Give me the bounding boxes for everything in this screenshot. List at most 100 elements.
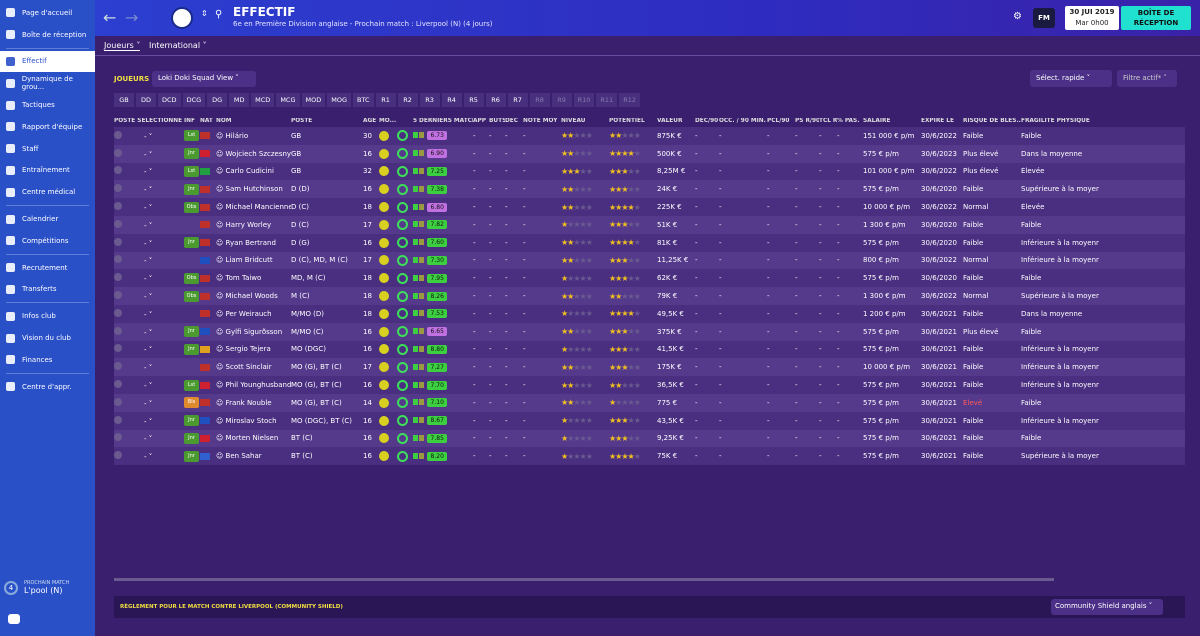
selected-position[interactable]: - xyxy=(144,310,147,319)
position-filter-button[interactable]: R2 xyxy=(397,93,418,107)
table-row[interactable]: - ˅ Jnr ☺ Morten Nielsen BT (C) 16 7.85- - - - ★… xyxy=(114,429,1185,448)
table-row[interactable]: - ˅ Jnr ☺ Sam Hutchinson D (D) 16 7.38- - - - ★★… xyxy=(114,180,1185,199)
column-header[interactable]: POTENTIEL xyxy=(609,118,645,124)
table-row[interactable]: - ˅ ☺ Per Weirauch M/MO (D) 18 7.53- - - - ★★★★… xyxy=(114,304,1185,323)
position-filter-button[interactable]: R7 xyxy=(507,93,528,107)
player-name[interactable]: Sam Hutchinson xyxy=(225,185,283,194)
position-filter-button[interactable]: R11 xyxy=(596,93,618,107)
selected-position[interactable]: - xyxy=(144,204,147,213)
select-radio[interactable] xyxy=(114,273,122,282)
tab-international[interactable]: International ˅ xyxy=(149,41,207,50)
date-box[interactable]: 30 JUI 2019 Mar 0h00 xyxy=(1065,6,1119,30)
table-row[interactable]: - ˅ Bls ☺ Frank Nouble MO (G), BT (C) 14 7.1… xyxy=(114,393,1185,412)
selected-position[interactable]: - xyxy=(144,221,147,230)
horizontal-scrollbar[interactable] xyxy=(114,578,1054,581)
table-row[interactable]: - ˅ ☺ Liam Bridcutt D (C), MD, M (C) 17 7.3… xyxy=(114,251,1185,270)
quick-select-dropdown[interactable]: Sélect. rapide ˅ xyxy=(1030,70,1112,87)
select-radio[interactable] xyxy=(114,166,122,175)
sidebar-item[interactable]: Transferts xyxy=(0,279,95,301)
table-row[interactable]: - ˅ Obs ☺ Michael Woods M (C) 18 8.26- - - - ★★★… xyxy=(114,287,1185,305)
table-row[interactable]: - ˅ Obs ☺ Tom Taiwo MD, M (C) 18 7.95- - - - ★★★… xyxy=(114,269,1185,288)
position-filter-button[interactable]: DCD xyxy=(158,93,181,107)
selected-position[interactable]: - xyxy=(144,328,147,337)
sidebar-item[interactable]: Infos club xyxy=(0,305,95,327)
column-header[interactable]: MO... xyxy=(379,118,397,124)
table-row[interactable]: - ˅ ☺ Harry Worley D (C) 17 7.82- - - - ★★★★★ ★★… xyxy=(114,215,1185,234)
club-badge-icon[interactable] xyxy=(171,7,193,29)
position-filter-button[interactable]: GB xyxy=(114,93,134,107)
position-filter-button[interactable]: R12 xyxy=(619,93,640,107)
select-radio[interactable] xyxy=(114,433,122,442)
select-radio[interactable] xyxy=(114,255,122,264)
sidebar-item[interactable]: Rapport d'équipe xyxy=(0,116,95,138)
active-filter-dropdown[interactable]: Filtre actif* ˅ xyxy=(1117,70,1177,87)
selected-position[interactable]: - xyxy=(144,239,147,248)
player-name[interactable]: Michael Woods xyxy=(225,292,278,301)
selected-position[interactable]: - xyxy=(144,346,147,355)
table-row[interactable]: - ˅ Lst ☺ Phil Younghusband MO (G), BT (C) 1… xyxy=(114,376,1185,394)
sidebar-item[interactable]: Entraînement xyxy=(0,160,95,182)
inbox-button[interactable]: BOÎTE DE RÉCEPTION xyxy=(1121,6,1191,30)
select-radio[interactable] xyxy=(114,219,122,228)
selected-position[interactable]: - xyxy=(144,150,147,159)
match-rules-message[interactable]: RÈGLEMENT POUR LE MATCH CONTRE LIVERPOOL… xyxy=(120,604,343,610)
selected-position[interactable]: - xyxy=(144,132,147,141)
sidebar-item[interactable]: Dynamique de grou... xyxy=(0,72,95,94)
column-header[interactable]: BUTS xyxy=(489,118,505,124)
select-radio[interactable] xyxy=(114,397,122,406)
selected-position[interactable]: - xyxy=(144,293,147,302)
column-header[interactable]: NOM xyxy=(216,118,232,124)
sidebar-item[interactable]: Boîte de réception xyxy=(0,24,95,46)
sidebar-item[interactable]: Staff xyxy=(0,138,95,160)
column-header[interactable]: NOTE MOY xyxy=(523,118,558,124)
select-radio[interactable] xyxy=(114,415,122,424)
player-name[interactable]: Harry Worley xyxy=(225,220,272,229)
position-filter-button[interactable]: R5 xyxy=(463,93,484,107)
select-radio[interactable] xyxy=(114,344,122,353)
position-filter-button[interactable]: R3 xyxy=(419,93,440,107)
select-radio[interactable] xyxy=(114,451,122,460)
column-header[interactable]: DÉC/90 xyxy=(695,118,719,124)
column-header[interactable]: TCL R xyxy=(819,118,837,124)
table-row[interactable]: - ˅ Lst ☺ Carlo Cudicini GB 32 7.25- - - - ★★★★★… xyxy=(114,162,1185,181)
sidebar-item[interactable]: Compétitions xyxy=(0,230,95,252)
select-radio[interactable] xyxy=(114,380,122,389)
position-filter-button[interactable]: DD xyxy=(136,93,156,107)
competition-dropdown[interactable]: Community Shield anglais ˅ xyxy=(1051,599,1163,615)
sidebar-item[interactable]: Centre médical xyxy=(0,181,95,203)
position-filter-button[interactable]: MCG xyxy=(276,93,300,107)
column-header[interactable]: OCC. / 90 MIN. xyxy=(719,118,766,124)
player-name[interactable]: Frank Nouble xyxy=(225,398,272,407)
position-filter-button[interactable]: MOG xyxy=(327,93,351,107)
select-radio[interactable] xyxy=(114,130,122,139)
player-name[interactable]: Liam Bridcutt xyxy=(225,256,273,265)
column-header[interactable]: PCL/90 xyxy=(767,118,790,124)
chevron-updown-icon[interactable]: ⇕ xyxy=(201,9,208,18)
selected-position[interactable]: - xyxy=(144,435,147,444)
player-name[interactable]: Michael Mancienne xyxy=(225,203,291,212)
column-header[interactable]: INF xyxy=(184,118,195,124)
sidebar-item[interactable]: Effectif xyxy=(0,50,95,73)
position-filter-button[interactable]: R8 xyxy=(529,93,550,107)
column-header[interactable]: DÉC xyxy=(505,118,519,124)
table-row[interactable]: - ˅ Jnr ☺ Ben Sahar BT (C) 16 8.20- - - - ★★★★★ ★… xyxy=(114,447,1185,466)
back-arrow-icon[interactable]: ← xyxy=(103,8,117,27)
player-name[interactable]: Morten Nielsen xyxy=(225,434,279,443)
selected-position[interactable]: - xyxy=(144,168,147,177)
position-filter-button[interactable]: DG xyxy=(207,93,228,107)
selected-position[interactable]: - xyxy=(144,399,147,408)
table-row[interactable]: - ˅ Jnr ☺ Wojciech Szczesny GB 16 6.90 - - - - ★★… xyxy=(114,144,1185,163)
column-header[interactable]: 5 DERNIERS MATCHS xyxy=(413,118,473,124)
player-name[interactable]: Hilário xyxy=(225,131,249,140)
column-header[interactable]: ÂGE xyxy=(363,118,377,124)
player-name[interactable]: Carlo Cudicini xyxy=(225,167,274,176)
next-match[interactable]: 4 PROCHAIN MATCH L'pool (N) xyxy=(4,580,69,595)
selected-position[interactable]: - xyxy=(144,364,147,373)
player-name[interactable]: Ben Sahar xyxy=(225,452,262,461)
column-header[interactable]: FRAGILITÉ PHYSIQUE xyxy=(1021,118,1090,124)
selected-position[interactable]: - xyxy=(144,186,147,195)
player-name[interactable]: Per Weirauch xyxy=(225,309,272,318)
search-icon[interactable]: ⚲ xyxy=(215,9,223,20)
column-header[interactable]: % PAS. xyxy=(837,118,860,124)
player-name[interactable]: Scott Sinclair xyxy=(225,363,272,372)
